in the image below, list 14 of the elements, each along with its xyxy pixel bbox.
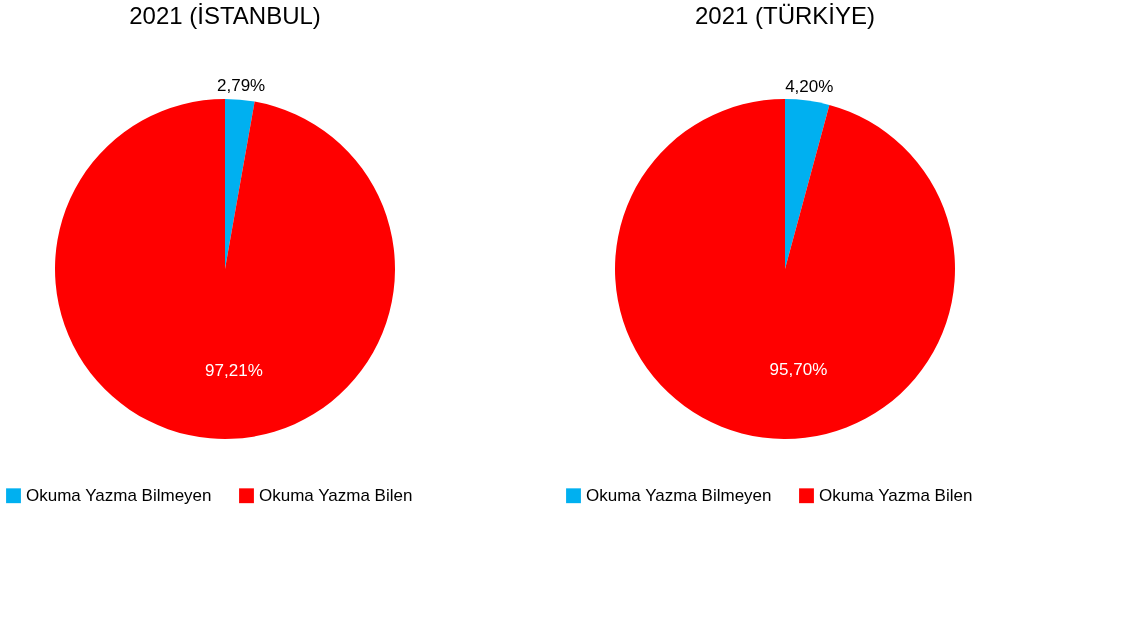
data-label: 95,70% [769,360,828,380]
chart-title: 2021 (TÜRKİYE) [694,2,876,29]
data-label: 2,79% [217,75,266,95]
chart-title: 2021 (İSTANBUL) [129,2,321,29]
legend-label: Okuma Yazma Bilmeyen [586,485,772,505]
legend-label: Okuma Yazma Bilmeyen [26,485,212,505]
pie-slice [785,99,830,269]
pie-slice [55,99,395,439]
pie-slice [225,99,255,269]
pie-slice [615,99,955,439]
legend-label: Okuma Yazma Bilen [259,485,413,505]
data-label: 97,21% [205,360,263,380]
data-label: 4,20% [785,76,834,96]
legend-label: Okuma Yazma Bilen [819,485,973,505]
